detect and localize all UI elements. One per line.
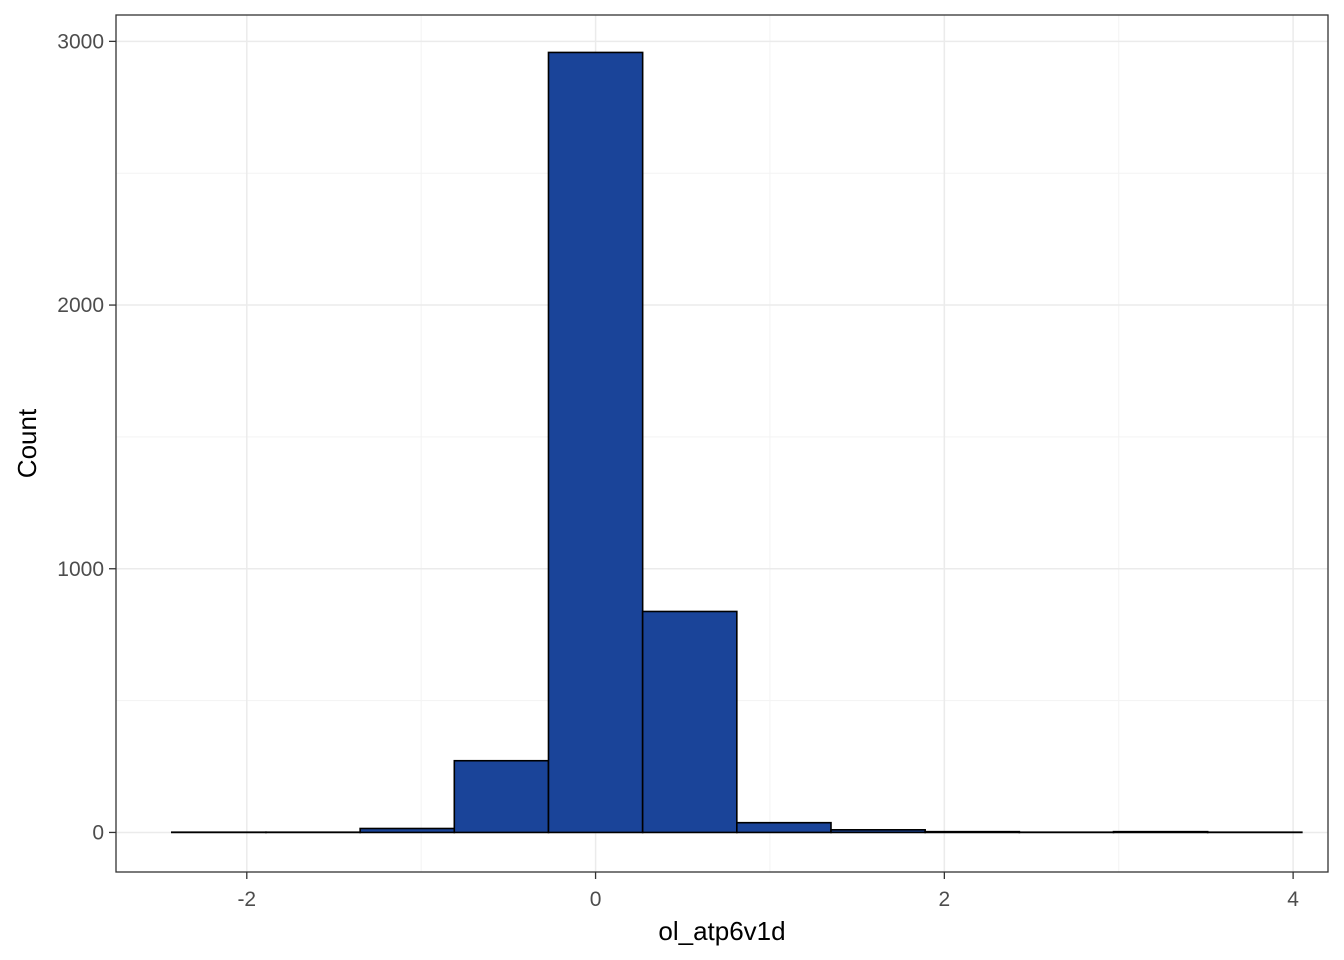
x-tick-label: 4 (1287, 888, 1299, 911)
y-axis-title: Count (12, 408, 42, 478)
histogram-bar (924, 830, 1021, 834)
x-tick-label: 0 (590, 888, 602, 911)
y-tick-label: 0 (92, 821, 104, 844)
panel-border (115, 14, 1329, 873)
x-tick-label: 2 (939, 888, 951, 911)
x-axis-title: ol_atp6v1d (658, 916, 785, 946)
y-axis-ticks: 0 1000 2000 3000 (57, 30, 116, 844)
y-tick-label: 1000 (57, 558, 104, 581)
histogram-bar (359, 827, 456, 834)
histogram-bar (547, 51, 644, 834)
histogram-bar (830, 829, 926, 834)
histogram-bar (453, 759, 550, 834)
histogram-bars (171, 51, 1303, 834)
histogram-bar (641, 610, 738, 834)
y-tick-label: 3000 (57, 30, 104, 53)
x-axis-ticks: -2 0 2 4 (237, 872, 1299, 911)
x-tick-label: -2 (237, 888, 256, 911)
y-tick-label: 2000 (57, 294, 104, 317)
histogram-bar (1112, 830, 1209, 834)
histogram-bar (736, 821, 832, 834)
